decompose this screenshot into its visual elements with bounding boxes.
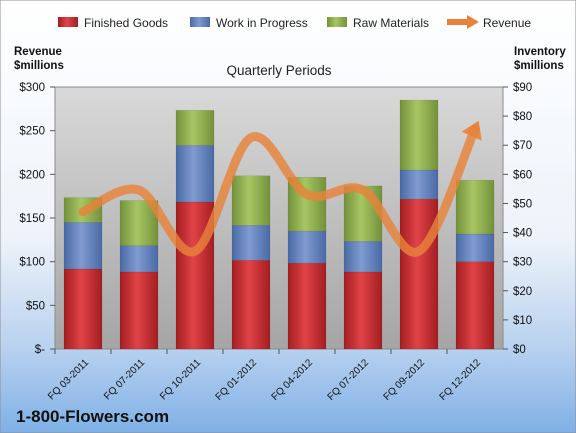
right-tick-label: $90 (513, 82, 532, 94)
bar-work-in-progress (119, 245, 159, 273)
right-tick-label: $80 (513, 111, 532, 123)
bar-finished-goods (63, 268, 103, 350)
bar-finished-goods (343, 271, 383, 350)
right-tick-label: $0 (513, 344, 526, 356)
left-tick-label: $150 (19, 213, 45, 225)
left-tick-label: $200 (19, 169, 45, 181)
right-tick-label: $60 (513, 169, 532, 181)
bar-work-in-progress (175, 144, 215, 203)
right-tick-label: $20 (513, 286, 532, 298)
bar-raw-materials (455, 179, 495, 235)
left-tick-label: $250 (19, 126, 45, 138)
left-tick-label: $50 (26, 300, 45, 312)
legend-label-finished-goods: Finished Goods (84, 16, 168, 30)
bar-work-in-progress (455, 233, 495, 262)
right-tick-label: $70 (513, 140, 532, 152)
bar-raw-materials (399, 99, 439, 171)
bar-work-in-progress (63, 222, 103, 270)
bar-work-in-progress (343, 241, 383, 273)
bar-work-in-progress (399, 169, 439, 200)
bar-raw-materials (175, 110, 215, 146)
legend-swatch-revenue (447, 15, 479, 29)
right-tick-label: $50 (513, 198, 532, 210)
bar-finished-goods (119, 271, 159, 350)
right-axis-title-line2: $millions (514, 60, 564, 72)
revenue-line-series (78, 120, 482, 257)
legend-label-work-in-progress: Work in Progress (216, 16, 308, 30)
legend-swatch-work-in-progress (190, 17, 210, 27)
legend-swatch-raw-materials (327, 17, 347, 27)
brand-label: 1-800-Flowers.com (16, 407, 169, 426)
bar-finished-goods (455, 261, 495, 350)
legend-label-revenue: Revenue (483, 16, 531, 30)
bar-series (63, 99, 495, 350)
right-tick-label: $10 (513, 315, 532, 327)
revenue-line-arrowhead (461, 120, 482, 141)
legend-swatch-finished-goods (58, 17, 78, 27)
left-axis-title-line1: Revenue (14, 46, 62, 58)
revenue-line (78, 124, 480, 257)
bar-finished-goods (287, 262, 327, 350)
bar-finished-goods (231, 259, 271, 350)
bar-work-in-progress (231, 225, 271, 261)
bar-finished-goods (399, 198, 439, 350)
right-axis: $0 $10 $20 $30 $40 $50 $60 $70 $80 $90 (503, 82, 532, 356)
left-axis: $- $50 $100 $150 $200 $250 $300 (19, 82, 55, 356)
right-tick-label: $30 (513, 257, 532, 269)
chart-title: Quarterly Periods (226, 63, 331, 78)
left-tick-label: $100 (19, 257, 45, 269)
bar-raw-materials (231, 175, 271, 226)
bar-work-in-progress (287, 230, 327, 264)
left-tick-label: $300 (19, 82, 45, 94)
right-axis-title-line1: Inventory (514, 46, 566, 58)
left-axis-title-line2: $millions (14, 60, 64, 72)
left-tick-label: $- (35, 344, 45, 356)
legend: Finished Goods Work in Progress Raw Mate… (58, 15, 531, 30)
right-tick-label: $40 (513, 228, 532, 240)
legend-label-raw-materials: Raw Materials (353, 16, 429, 30)
